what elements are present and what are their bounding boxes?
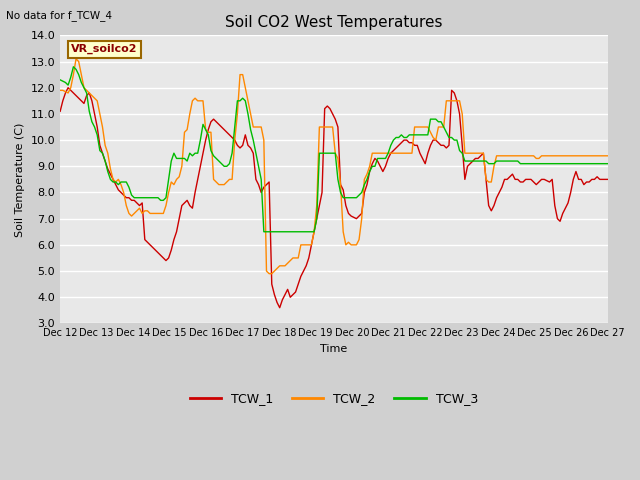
TCW_2 [72, 56, 80, 62]
TCW_2 [591, 153, 598, 159]
Text: No data for f_TCW_4: No data for f_TCW_4 [6, 10, 113, 21]
TCW_3 [260, 229, 268, 235]
TCW_1 [250, 150, 257, 156]
TCW_3 [419, 132, 426, 138]
TCW_3 [194, 150, 202, 156]
TCW_3 [591, 161, 598, 167]
TCW_3 [56, 77, 64, 83]
TCW_1 [99, 150, 106, 156]
Text: VR_soilco2: VR_soilco2 [71, 44, 138, 54]
TCW_1 [276, 305, 284, 311]
TCW_3 [70, 64, 77, 70]
TCW_2 [56, 87, 64, 93]
Y-axis label: Soil Temperature (C): Soil Temperature (C) [15, 122, 25, 237]
TCW_2 [604, 153, 612, 159]
X-axis label: Time: Time [320, 344, 348, 354]
TCW_2 [451, 98, 458, 104]
TCW_3 [250, 137, 257, 143]
Line: TCW_1: TCW_1 [60, 88, 608, 308]
TCW_1 [194, 177, 202, 182]
TCW_2 [99, 124, 106, 130]
TCW_2 [419, 124, 426, 130]
TCW_3 [451, 137, 458, 143]
Line: TCW_3: TCW_3 [60, 67, 608, 232]
TCW_3 [99, 150, 106, 156]
TCW_3 [604, 161, 612, 167]
TCW_1 [604, 177, 612, 182]
TCW_1 [591, 177, 598, 182]
TCW_2 [250, 124, 257, 130]
TCW_2 [266, 271, 273, 276]
Legend: TCW_1, TCW_2, TCW_3: TCW_1, TCW_2, TCW_3 [185, 387, 483, 410]
TCW_2 [194, 98, 202, 104]
Title: Soil CO2 West Temperatures: Soil CO2 West Temperatures [225, 15, 443, 30]
TCW_1 [56, 108, 64, 114]
TCW_1 [451, 90, 458, 96]
TCW_1 [419, 156, 426, 161]
TCW_1 [64, 85, 72, 91]
Line: TCW_2: TCW_2 [60, 59, 608, 274]
